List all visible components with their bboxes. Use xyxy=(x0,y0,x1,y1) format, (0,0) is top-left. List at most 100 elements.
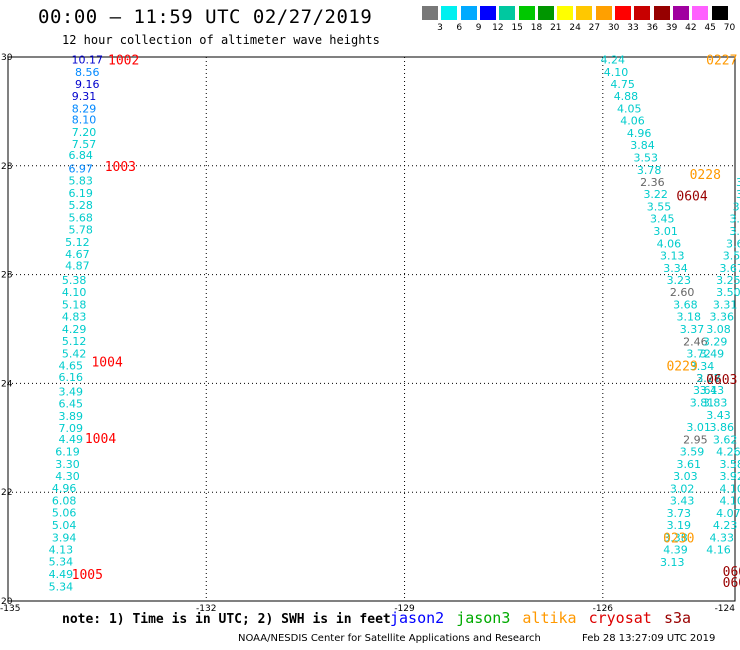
data-point-label: 8.56 xyxy=(75,66,100,79)
data-point-label: 3.53 xyxy=(634,152,659,165)
data-point-label: 7.57 xyxy=(72,138,97,151)
data-point-label: 5.78 xyxy=(68,223,93,236)
data-point-label: 3.36 xyxy=(729,213,740,226)
pass-time-label: 1005 xyxy=(72,568,103,583)
data-point-label: 3.62 xyxy=(713,433,738,446)
scale-label: 21 xyxy=(550,23,562,33)
data-point-label: 4.07 xyxy=(716,507,740,520)
scale-label: 24 xyxy=(569,23,581,33)
data-point-label: 5.38 xyxy=(62,274,87,287)
data-point-label: 5.34 xyxy=(49,580,74,593)
data-point-label: 3.50 xyxy=(716,286,740,299)
data-point-label: 3.04 xyxy=(736,188,740,201)
pass-time-label: 1004 xyxy=(91,356,122,371)
data-point-label: 3.66 xyxy=(729,225,740,238)
scale-label: 45 xyxy=(704,23,716,33)
data-point-label: 8.10 xyxy=(72,114,97,127)
footer-credit: NOAA/NESDIS Center for Satellite Applica… xyxy=(238,633,541,644)
data-point-label: 4.88 xyxy=(614,90,639,103)
pass-time-label: 0604 xyxy=(676,190,707,205)
data-point-label: 3.68 xyxy=(726,238,740,251)
data-point-label: 4.67 xyxy=(65,248,90,261)
data-point-label: 3.83 xyxy=(703,396,728,409)
scale-swatch xyxy=(672,6,689,20)
scale-swatch xyxy=(441,6,458,20)
data-point-label: 3.23 xyxy=(667,274,692,287)
scale-label: 36 xyxy=(646,23,659,33)
data-point-label: 6.08 xyxy=(52,494,77,507)
satellite-name-altika: altika xyxy=(522,609,577,627)
scale-label: 3 xyxy=(437,23,443,33)
data-point-label: 3.07 xyxy=(736,176,740,189)
data-point-label: 4.49 xyxy=(59,433,84,446)
data-point-label: 4.06 xyxy=(620,115,645,128)
data-point-label: 5.34 xyxy=(49,555,74,568)
y-tick-label: 20 xyxy=(1,597,13,607)
data-point-label: 3.59 xyxy=(680,445,705,458)
scale-swatch xyxy=(518,6,535,20)
x-tick-label: -126 xyxy=(593,604,614,614)
data-point-label: 3.13 xyxy=(660,556,685,569)
data-point-label: 3.03 xyxy=(673,470,698,483)
data-point-label: 2.60 xyxy=(670,286,695,299)
data-point-label: 4.83 xyxy=(62,310,87,323)
data-point-label: 3.38 xyxy=(663,531,688,544)
y-tick-label: 28 xyxy=(1,271,13,281)
time-labels: 1002 1003 1004 1004 1005 0604 0603 06020601 0227… xyxy=(72,54,740,591)
scale-label: 70 xyxy=(723,23,736,33)
footer-timestamp: Feb 28 13:27:09 UTC 2019 xyxy=(582,633,716,644)
data-point-label: 3.18 xyxy=(676,310,701,323)
data-point-label: 3.86 xyxy=(710,421,735,434)
pass-time-label: 0227 xyxy=(706,54,737,69)
data-point-label: 3.36 xyxy=(710,310,735,323)
data-point-label: 3.34 xyxy=(663,262,688,275)
data-point-label: 5.06 xyxy=(52,506,77,519)
data-point-label: 6.45 xyxy=(59,398,84,411)
scale-swatch xyxy=(422,6,438,20)
data-point-label: 3.45 xyxy=(650,213,675,226)
y-tick-label: 28 xyxy=(1,162,13,172)
data-points: 10.178.569.169.318.298.107.207.576.846.9… xyxy=(49,54,740,594)
data-point-label: 3.72 xyxy=(686,347,711,360)
data-point-label: 5.04 xyxy=(52,519,77,532)
data-point-label: 3.84 xyxy=(630,139,655,152)
data-point-label: 8.29 xyxy=(72,103,97,116)
data-point-label: 3.29 xyxy=(703,336,728,349)
data-point-label: 2.95 xyxy=(683,433,708,446)
pass-time-label: 0230 xyxy=(663,531,694,546)
data-point-label: 3.55 xyxy=(647,201,672,214)
y-tick-label: 24 xyxy=(1,379,13,389)
data-point-label: 3.43 xyxy=(670,494,695,507)
data-point-label: 5.12 xyxy=(62,335,87,348)
data-point-label: 3.43 xyxy=(706,409,731,422)
pass-time-label: 0229 xyxy=(666,359,697,374)
data-point-label: 3.61 xyxy=(676,458,701,471)
data-point-label: 6.19 xyxy=(55,445,80,458)
data-point-label: 4.87 xyxy=(65,259,90,272)
pass-time-label: 0603 xyxy=(706,373,737,388)
data-point-label: 10.17 xyxy=(72,54,104,67)
data-point-label: 6.97 xyxy=(68,163,93,176)
data-point-label: 3.31 xyxy=(713,299,738,312)
scale-label: 27 xyxy=(588,23,601,33)
data-point-label: 2.36 xyxy=(640,176,665,189)
data-point-label: 4.29 xyxy=(62,323,87,336)
data-point-label: 3.78 xyxy=(637,164,662,177)
satellite-name-s3a: s3a xyxy=(664,609,692,627)
data-point-label: 3.73 xyxy=(667,507,692,520)
scale-swatch xyxy=(557,6,574,20)
data-point-label: 3.89 xyxy=(59,410,84,423)
data-point-label: 4.23 xyxy=(713,519,738,532)
footnote: note: 1) Time is in UTC; 2) SWH is in fe… xyxy=(62,612,391,627)
data-point-label: 3.61 xyxy=(693,384,718,397)
data-point-label: 3.67 xyxy=(719,262,740,275)
data-point-label: 4.16 xyxy=(706,543,731,556)
scale-label: 6 xyxy=(456,23,463,33)
data-point-label: 4.65 xyxy=(59,359,84,372)
data-point-label: 4.10 xyxy=(719,482,740,495)
data-point-label: 3.01 xyxy=(653,225,678,238)
scale-label: 9 xyxy=(475,23,482,33)
scale-label: 30 xyxy=(607,23,620,33)
